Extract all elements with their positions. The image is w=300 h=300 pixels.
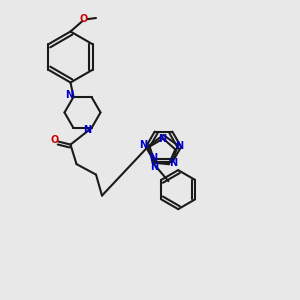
Text: O: O	[80, 14, 88, 25]
Text: N: N	[175, 141, 183, 151]
Text: N: N	[169, 158, 177, 168]
Text: N: N	[83, 124, 92, 135]
Text: O: O	[51, 135, 59, 145]
Text: N: N	[149, 153, 157, 163]
Text: N: N	[150, 162, 158, 172]
Text: N: N	[139, 140, 147, 150]
Text: N: N	[65, 90, 74, 100]
Text: N: N	[158, 134, 166, 145]
